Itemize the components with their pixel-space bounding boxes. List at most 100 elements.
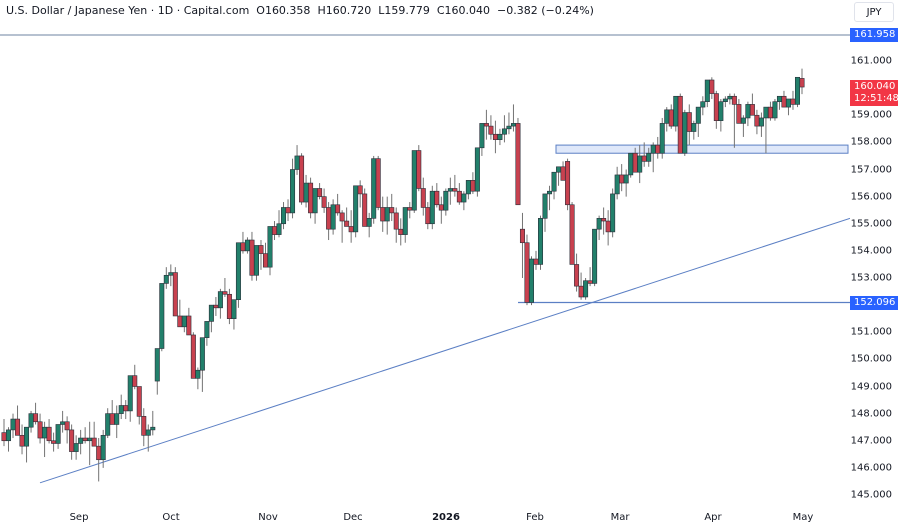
- candle[interactable]: [772, 98, 778, 121]
- candle[interactable]: [281, 202, 287, 230]
- candle[interactable]: [610, 188, 616, 238]
- candle[interactable]: [168, 264, 174, 287]
- candle[interactable]: [731, 93, 737, 148]
- candle[interactable]: [118, 394, 124, 420]
- candle[interactable]: [42, 421, 48, 458]
- candle[interactable]: [749, 93, 755, 116]
- candle[interactable]: [456, 183, 462, 205]
- candle[interactable]: [668, 104, 674, 129]
- candle[interactable]: [524, 234, 530, 306]
- candle[interactable]: [538, 215, 544, 270]
- candle[interactable]: [132, 364, 138, 390]
- candle[interactable]: [308, 177, 314, 219]
- candle[interactable]: [24, 426, 30, 463]
- candle[interactable]: [371, 155, 377, 224]
- candle[interactable]: [190, 332, 196, 379]
- candle[interactable]: [285, 199, 291, 222]
- candle[interactable]: [443, 188, 449, 216]
- candle[interactable]: [398, 218, 404, 246]
- candle[interactable]: [204, 321, 210, 346]
- candle[interactable]: [78, 429, 84, 455]
- candle[interactable]: [605, 210, 611, 246]
- candle[interactable]: [474, 147, 480, 197]
- candle[interactable]: [299, 153, 305, 205]
- candle[interactable]: [10, 413, 16, 439]
- candle[interactable]: [114, 405, 120, 439]
- candle[interactable]: [542, 193, 548, 232]
- candle[interactable]: [105, 408, 111, 439]
- candle[interactable]: [353, 185, 359, 238]
- candle[interactable]: [790, 90, 796, 110]
- candle[interactable]: [37, 413, 43, 444]
- candle[interactable]: [745, 101, 751, 127]
- candle[interactable]: [510, 104, 516, 132]
- candle[interactable]: [231, 299, 237, 330]
- candle[interactable]: [33, 402, 39, 425]
- candle[interactable]: [528, 256, 534, 306]
- candle[interactable]: [519, 212, 525, 278]
- candle[interactable]: [213, 296, 219, 316]
- candle[interactable]: [100, 429, 106, 468]
- candle[interactable]: [664, 107, 670, 132]
- candle[interactable]: [15, 405, 21, 436]
- candlestick-chart[interactable]: [0, 0, 850, 510]
- candle[interactable]: [709, 77, 715, 99]
- candle[interactable]: [235, 242, 241, 308]
- candle[interactable]: [628, 152, 634, 178]
- candle[interactable]: [646, 147, 652, 167]
- candle[interactable]: [82, 427, 88, 444]
- candle[interactable]: [344, 207, 350, 227]
- candle[interactable]: [799, 68, 805, 95]
- candle[interactable]: [123, 400, 129, 420]
- candle[interactable]: [492, 120, 498, 154]
- candle[interactable]: [560, 161, 566, 181]
- candle[interactable]: [515, 117, 521, 206]
- candle[interactable]: [222, 278, 228, 297]
- candle[interactable]: [253, 245, 259, 281]
- candle[interactable]: [330, 199, 336, 235]
- candle[interactable]: [109, 400, 115, 425]
- candle[interactable]: [141, 408, 147, 447]
- candle[interactable]: [578, 272, 584, 300]
- candle[interactable]: [673, 95, 679, 132]
- candle[interactable]: [501, 115, 507, 143]
- candle[interactable]: [186, 307, 192, 336]
- candle[interactable]: [362, 188, 368, 227]
- candle[interactable]: [380, 196, 386, 232]
- candle[interactable]: [659, 117, 665, 159]
- candle[interactable]: [276, 210, 282, 238]
- candle[interactable]: [172, 267, 178, 317]
- candle[interactable]: [794, 76, 800, 108]
- candle[interactable]: [781, 90, 787, 108]
- candle[interactable]: [375, 155, 381, 211]
- candle[interactable]: [317, 183, 323, 200]
- candle[interactable]: [574, 253, 580, 292]
- candle[interactable]: [272, 221, 278, 241]
- candle[interactable]: [163, 267, 169, 289]
- candle[interactable]: [1, 419, 7, 447]
- candle[interactable]: [87, 421, 93, 466]
- candle[interactable]: [754, 109, 760, 135]
- candle[interactable]: [199, 337, 205, 392]
- candle[interactable]: [357, 180, 363, 208]
- candle[interactable]: [420, 177, 426, 216]
- candle[interactable]: [583, 278, 589, 300]
- candle[interactable]: [776, 95, 782, 110]
- candle[interactable]: [488, 115, 494, 140]
- candle[interactable]: [727, 93, 733, 105]
- candle[interactable]: [217, 288, 223, 319]
- candle[interactable]: [326, 202, 332, 241]
- candle[interactable]: [758, 112, 764, 137]
- candle[interactable]: [506, 112, 512, 135]
- candle[interactable]: [425, 202, 431, 230]
- candle[interactable]: [303, 174, 309, 208]
- candle[interactable]: [402, 207, 408, 243]
- candle[interactable]: [181, 315, 187, 333]
- candle[interactable]: [6, 427, 12, 452]
- candle[interactable]: [740, 115, 746, 137]
- candle[interactable]: [650, 142, 656, 173]
- candle[interactable]: [700, 96, 706, 116]
- candle[interactable]: [195, 367, 201, 390]
- candle[interactable]: [60, 410, 66, 433]
- candle[interactable]: [384, 196, 390, 235]
